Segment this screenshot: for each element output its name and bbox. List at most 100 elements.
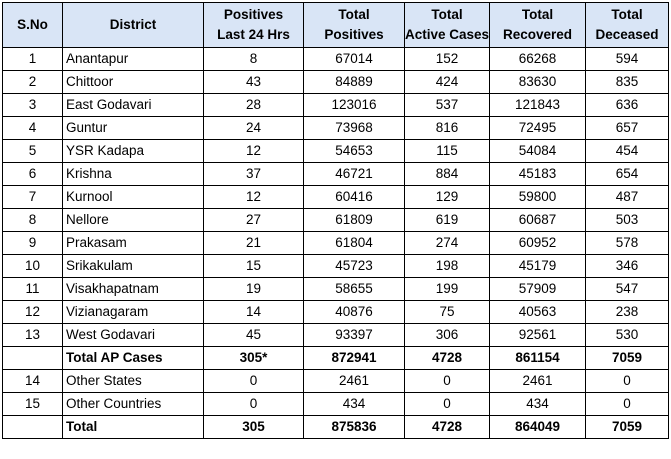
recovered-cell: 45183 <box>489 162 586 186</box>
total-positives-cell: 61804 <box>303 231 405 255</box>
deceased-header: Total Deceased <box>585 2 669 48</box>
recovered-cell: 60687 <box>489 208 586 232</box>
recovered-cell: 66268 <box>489 47 586 71</box>
total-positives-cell: 61809 <box>303 208 405 232</box>
positives-24h-cell: 21 <box>203 231 304 255</box>
table-total-row: Total AP Cases 305* 872941 4728 861154 7059 <box>2 346 669 370</box>
total-positives-cell: 93397 <box>303 323 405 347</box>
table-row: 13 West Godavari 45 93397 306 92561 530 <box>2 323 669 347</box>
deceased-cell: 238 <box>585 300 669 324</box>
positives-24h-cell: 45 <box>203 323 304 347</box>
recovered-cell: 59800 <box>489 185 586 209</box>
sno-cell: 4 <box>2 116 63 140</box>
district-cell: Other Countries <box>62 392 204 416</box>
total-positives-cell: 2461 <box>303 369 405 393</box>
sno-cell: 1 <box>2 47 63 71</box>
deceased-cell: 594 <box>585 47 669 71</box>
district-cell: East Godavari <box>62 93 204 117</box>
active-cases-cell: 0 <box>404 369 490 393</box>
positives-24h-cell: 37 <box>203 162 304 186</box>
active-cases-header: Total Active Cases <box>404 2 490 48</box>
district-header: District <box>62 2 204 48</box>
recovered-cell: 45179 <box>489 254 586 278</box>
total-positives-cell: 58655 <box>303 277 405 301</box>
positives-24h-cell: 19 <box>203 277 304 301</box>
positives-24h-cell: 12 <box>203 139 304 163</box>
recovered-cell: 861154 <box>489 346 586 370</box>
district-cell: Kurnool <box>62 185 204 209</box>
table-row: 8 Nellore 27 61809 619 60687 503 <box>2 208 669 232</box>
positives-24h-cell: 43 <box>203 70 304 94</box>
header-label: Deceased <box>595 27 659 42</box>
district-cell: Total <box>62 415 204 439</box>
total-positives-cell: 67014 <box>303 47 405 71</box>
district-cell: Vizianagaram <box>62 300 204 324</box>
active-cases-cell: 619 <box>404 208 490 232</box>
table-row: 10 Srikakulam 15 45723 198 45179 346 <box>2 254 669 278</box>
total-positives-cell: 40876 <box>303 300 405 324</box>
total-positives-cell: 60416 <box>303 185 405 209</box>
deceased-cell: 346 <box>585 254 669 278</box>
recovered-cell: 54084 <box>489 139 586 163</box>
recovered-cell: 92561 <box>489 323 586 347</box>
table-row: 9 Prakasam 21 61804 274 60952 578 <box>2 231 669 255</box>
deceased-cell: 0 <box>585 392 669 416</box>
active-cases-cell: 274 <box>404 231 490 255</box>
sno-cell: 9 <box>2 231 63 255</box>
district-cell: Visakhapatnam <box>62 277 204 301</box>
positives-24h-cell: 0 <box>203 369 304 393</box>
header-label: Total <box>611 7 643 22</box>
total-positives-cell: 45723 <box>303 254 405 278</box>
recovered-cell: 121843 <box>489 93 586 117</box>
sno-cell <box>2 346 63 370</box>
total-positives-cell: 434 <box>303 392 405 416</box>
active-cases-cell: 306 <box>404 323 490 347</box>
table-header-row: S.No District Positives Last 24 Hrs Total Pos… <box>2 2 669 48</box>
table-row: 6 Krishna 37 46721 884 45183 654 <box>2 162 669 186</box>
table-row: 1 Anantapur 8 67014 152 66268 594 <box>2 47 669 71</box>
district-cases-table: S.No District Positives Last 24 Hrs Total Pos… <box>2 2 669 439</box>
table-row: 11 Visakhapatnam 19 58655 199 57909 547 <box>2 277 669 301</box>
positives-24h-header: Positives Last 24 Hrs <box>203 2 304 48</box>
header-label: Positives <box>223 7 284 22</box>
active-cases-cell: 115 <box>404 139 490 163</box>
active-cases-cell: 4728 <box>404 346 490 370</box>
recovered-cell: 2461 <box>489 369 586 393</box>
deceased-cell: 454 <box>585 139 669 163</box>
positives-24h-cell: 0 <box>203 392 304 416</box>
sno-header: S.No <box>2 2 63 48</box>
positives-24h-cell: 15 <box>203 254 304 278</box>
district-cell: Prakasam <box>62 231 204 255</box>
deceased-cell: 636 <box>585 93 669 117</box>
positives-24h-cell: 8 <box>203 47 304 71</box>
active-cases-cell: 199 <box>404 277 490 301</box>
total-positives-cell: 875836 <box>303 415 405 439</box>
deceased-cell: 547 <box>585 277 669 301</box>
recovered-cell: 72495 <box>489 116 586 140</box>
table-row: 4 Guntur 24 73968 816 72495 657 <box>2 116 669 140</box>
header-label: Last 24 Hrs <box>217 27 290 42</box>
recovered-cell: 40563 <box>489 300 586 324</box>
header-label: S.No <box>17 17 48 32</box>
sno-cell <box>2 415 63 439</box>
district-cell: Anantapur <box>62 47 204 71</box>
sno-cell: 2 <box>2 70 63 94</box>
table-total-row: Total 305 875836 4728 864049 7059 <box>2 415 669 439</box>
deceased-cell: 503 <box>585 208 669 232</box>
header-label: District <box>109 17 157 32</box>
active-cases-cell: 424 <box>404 70 490 94</box>
recovered-cell: 864049 <box>489 415 586 439</box>
active-cases-cell: 537 <box>404 93 490 117</box>
header-label: Active Cases <box>405 27 490 42</box>
district-cell: Nellore <box>62 208 204 232</box>
total-positives-cell: 872941 <box>303 346 405 370</box>
sno-cell: 7 <box>2 185 63 209</box>
table-row: 5 YSR Kadapa 12 54653 115 54084 454 <box>2 139 669 163</box>
sno-cell: 10 <box>2 254 63 278</box>
district-cell: Chittoor <box>62 70 204 94</box>
sno-cell: 5 <box>2 139 63 163</box>
deceased-cell: 7059 <box>585 415 669 439</box>
header-label: Total <box>338 7 370 22</box>
recovered-cell: 83630 <box>489 70 586 94</box>
deceased-cell: 7059 <box>585 346 669 370</box>
